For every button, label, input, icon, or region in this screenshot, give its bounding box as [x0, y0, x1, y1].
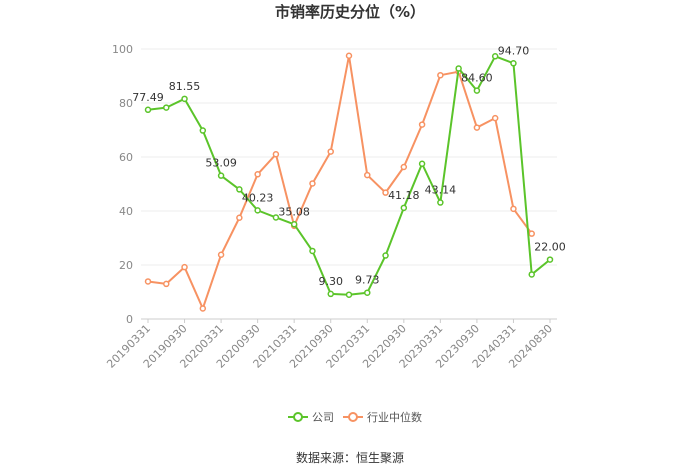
data-point [163, 280, 170, 288]
data-point [163, 104, 170, 111]
data-point [272, 214, 280, 221]
legend-item-industry-median[interactable]: 行业中位数 [343, 410, 422, 424]
data-label: 43.14 [425, 184, 457, 197]
legend-label: 行业中位数 [367, 410, 422, 424]
data-label: 35.08 [278, 205, 310, 218]
y-tick-label: 80 [119, 97, 133, 110]
series-layer [144, 52, 554, 312]
data-point [144, 278, 152, 285]
data-label: 40.23 [242, 191, 274, 204]
data-label: 9.30 [318, 275, 343, 288]
data-label: 22.00 [534, 241, 566, 254]
data-point [491, 53, 499, 60]
data-point [254, 171, 261, 178]
y-axis: 0 20 40 60 80 100 [112, 43, 133, 326]
data-point [217, 251, 225, 258]
data-point [364, 171, 371, 179]
data-point [437, 199, 444, 206]
grid-lines [141, 48, 557, 320]
chart-title: 市销率历史分位（%） [275, 3, 425, 21]
legend-item-company[interactable]: 公司 [288, 411, 334, 424]
data-point [382, 252, 389, 259]
data-labels: 77.49 81.55 53.09 40.23 35.08 9.30 9.73 41.18 43… [132, 44, 566, 288]
legend-marker [293, 412, 303, 422]
data-point [327, 290, 334, 298]
data-point [400, 163, 408, 171]
data-point [473, 124, 481, 131]
data-point [272, 151, 280, 158]
data-point [400, 204, 408, 212]
data-point [418, 121, 426, 128]
data-point [309, 180, 316, 187]
legend[interactable]: 公司 行业中位数 [288, 410, 422, 424]
data-point [528, 230, 535, 237]
data-point [345, 52, 353, 59]
data-point [437, 71, 444, 79]
data-point [345, 291, 353, 298]
data-point [473, 87, 481, 94]
data-point [528, 271, 535, 278]
data-label: 53.09 [205, 157, 237, 170]
data-label: 77.49 [132, 91, 164, 104]
series-line [147, 55, 551, 296]
data-label: 94.70 [498, 44, 530, 57]
data-point [199, 127, 207, 134]
data-point [254, 207, 261, 214]
series-line [147, 54, 533, 310]
data-point [181, 263, 188, 271]
y-tick-label: 20 [119, 259, 133, 272]
data-point [491, 114, 499, 122]
data-point [199, 305, 207, 312]
data-point [510, 205, 517, 213]
data-point [364, 289, 371, 296]
y-tick-label: 100 [112, 43, 133, 56]
data-label: 9.73 [355, 274, 380, 287]
data-point [290, 221, 298, 228]
data-point [236, 214, 243, 221]
legend-marker [348, 412, 358, 422]
data-point [455, 65, 462, 72]
data-point [144, 106, 152, 114]
source-note: 数据来源：恒生聚源 [296, 450, 404, 465]
y-tick-label: 60 [119, 151, 133, 164]
legend-label: 公司 [312, 411, 334, 424]
y-tick-label: 0 [126, 313, 133, 326]
data-label: 84.60 [461, 72, 493, 85]
data-point [181, 95, 188, 103]
data-point [510, 60, 517, 67]
data-point [546, 256, 554, 263]
data-point [382, 189, 389, 196]
data-label: 41.18 [388, 189, 420, 202]
data-point [309, 247, 316, 255]
y-tick-label: 40 [119, 205, 133, 218]
data-point [217, 172, 225, 179]
data-point [327, 148, 334, 155]
data-point [418, 160, 426, 167]
data-label: 81.55 [169, 80, 201, 93]
x-axis: 2019033120190930202003312020093020210331… [104, 319, 555, 371]
data-point [236, 186, 243, 193]
